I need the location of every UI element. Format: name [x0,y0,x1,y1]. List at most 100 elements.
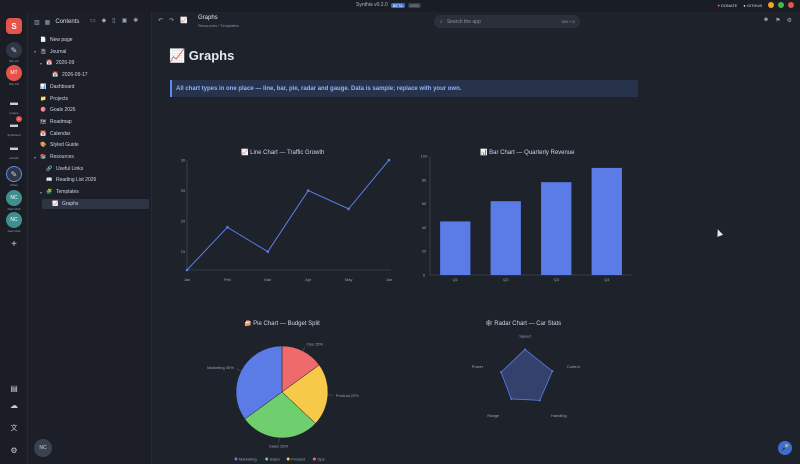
sidebar-item[interactable]: 📆 Calendar [30,129,149,139]
github-link[interactable]: ● GITHUB [743,3,762,8]
y-tick-label: 80 [422,177,427,182]
pin-icon[interactable]: ✱ [133,18,139,24]
sidebar-item[interactable]: 📈 Graphs [42,198,149,209]
y-tick-label: 15 [181,249,186,254]
rail-item-synthtech[interactable]: ▬ Synthtech 1 [5,116,23,137]
x-tick-label: Jun [386,277,392,282]
line-chart-title: 📈 Line Chart — Traffic Growth [241,150,325,156]
notification-badge: 1 [16,116,22,122]
legend-label: Product [291,457,306,462]
gear-icon: ⚙ [10,445,18,455]
sidebar-item-label: Goals 2026 [50,107,76,114]
bar [490,201,521,275]
save-icon[interactable]: ▣ [121,18,128,24]
rail-item-sky-lib[interactable]: ✎ Sky Lib [5,42,23,63]
search-placeholder: Search the app [446,18,481,25]
heart-icon: ♥ [717,2,720,8]
users-icon[interactable]: ☻ [762,17,770,23]
rail-item-new-vlab[interactable]: NC New Vlab [5,190,23,211]
sidebar-item-label: Styled Guide [50,142,79,149]
donate-link[interactable]: ♥ DONATE [717,3,737,8]
line-point [387,158,391,162]
chevron-down-icon[interactable]: ▾ [40,60,43,66]
avatar-initials: NC [10,195,18,201]
search-input[interactable]: ⌕ Search the app Ctrl + K [434,15,580,28]
sidebar-item-label: Calendar [50,130,71,137]
y-tick-label: 100 [421,154,428,159]
avatar: MT [6,65,22,81]
sidebar-toggle-icon[interactable]: ▥ [34,19,40,26]
archive-icon: ▤ [10,383,18,393]
undo-icon[interactable]: ↶ [158,18,164,24]
brand-logo-icon: S [6,18,22,34]
legend-label: Sales [270,457,280,462]
redo-icon[interactable]: ↷ [169,18,175,24]
rail-brand[interactable]: S [5,18,23,34]
rail-item-new-vlab-2[interactable]: NC New Vlab [5,212,23,233]
page-icon: 📈 [180,18,188,24]
settings-icon[interactable]: ⚙ [786,18,792,24]
radar-axis-label: Power [472,364,484,369]
sidebar-title: Contents [55,19,80,25]
beta-badge: BETA [390,2,405,8]
avatar: NC [6,212,22,228]
plus-icon: + [11,238,17,250]
archive-button[interactable]: ▤ [5,380,23,396]
sidebar-item[interactable]: ▾ 📓 Journal [30,47,149,57]
user-avatar[interactable]: NC [34,439,52,457]
page-icon: 📅 [46,60,53,67]
sidebar-item[interactable]: 🎯 Goals 2026 [30,105,149,115]
add-workspace-button[interactable]: + [5,236,23,252]
sidebar-item[interactable]: 📄 New page [30,35,149,45]
flag-icon[interactable]: ⚑ [775,18,781,24]
rail-item-notepo[interactable]: ▬ notepo [5,94,23,116]
new-folder-icon[interactable]: ▭ [90,18,96,24]
page-icon: 📈 [52,200,59,207]
sync-button[interactable]: ☁ [5,397,23,413]
y-tick-label: 20 [181,219,186,224]
line-point [185,268,189,272]
new-page-icon[interactable]: ▯ [112,18,116,24]
rail-item-mt[interactable]: MT Sky Lib [5,65,23,86]
line-point [306,189,310,192]
sidebar-item[interactable]: ▾ 📚 Resources [30,152,149,162]
sidebar-item[interactable]: 📊 Dashboard [30,82,149,92]
sidebar-item[interactable]: 🗺 Roadmap [30,117,149,127]
sidebar-item-label: Reading List 2026 [56,177,97,184]
y-tick-label: 20 [422,249,427,254]
sidebar-item[interactable]: ▾ 🧩 Templates [36,187,149,197]
edit-icon: ✎ [6,166,22,182]
sidebar-item[interactable]: 📖 Reading List 2026 [36,175,149,185]
x-tick-label: Apr [305,277,312,282]
language-button[interactable]: 文 [5,420,23,436]
legend-label: Ops [317,457,324,462]
maximize-button[interactable] [778,2,784,8]
left-rail: S ✎ Sky Lib MT Sky Lib ▬ notepo ▬ Syntht… [0,12,28,464]
sidebar-item[interactable]: 📁 Projects [30,94,149,104]
sidebar-item-label: Graphs [62,200,79,207]
rail-item-scriptlo[interactable]: ▬ scriptlo [5,139,23,161]
avatar-initials: MT [10,70,18,76]
sidebar-item[interactable]: 🎨 Styled Guide [30,140,149,150]
legend-swatch [286,457,290,461]
breadcrumb[interactable]: Resources / Templates [198,23,239,28]
rail-item-vizivo[interactable]: ✎ Vizivo [5,166,23,187]
mic-button[interactable]: 🎤 [778,441,792,455]
sidebar-item[interactable]: 🔗 Useful Links [36,164,149,174]
minimize-button[interactable] [768,2,774,8]
line-chart: 15 20 25 30 Jan Feb Mar Apr May Jun [181,158,392,283]
sidebar-item[interactable]: 📅 2026-09-17 [42,70,149,80]
page-icon: 📚 [40,154,47,160]
chevron-down-icon[interactable]: ▾ [34,49,37,55]
callout: All chart types in one place — line, bar… [170,80,638,97]
line-point [347,207,350,211]
chevron-down-icon[interactable]: ▾ [40,189,43,195]
settings-button[interactable]: ⚙ [5,442,23,458]
layers-icon[interactable]: ◆ [101,18,107,24]
avatar-initials: NC [39,445,47,451]
chevron-down-icon[interactable]: ▾ [34,154,37,160]
close-button[interactable] [788,2,794,8]
page-title-header: Graphs [198,15,218,21]
sidebar-item[interactable]: ▾ 📅 2026-09 [36,58,149,68]
radar-series [500,348,553,401]
